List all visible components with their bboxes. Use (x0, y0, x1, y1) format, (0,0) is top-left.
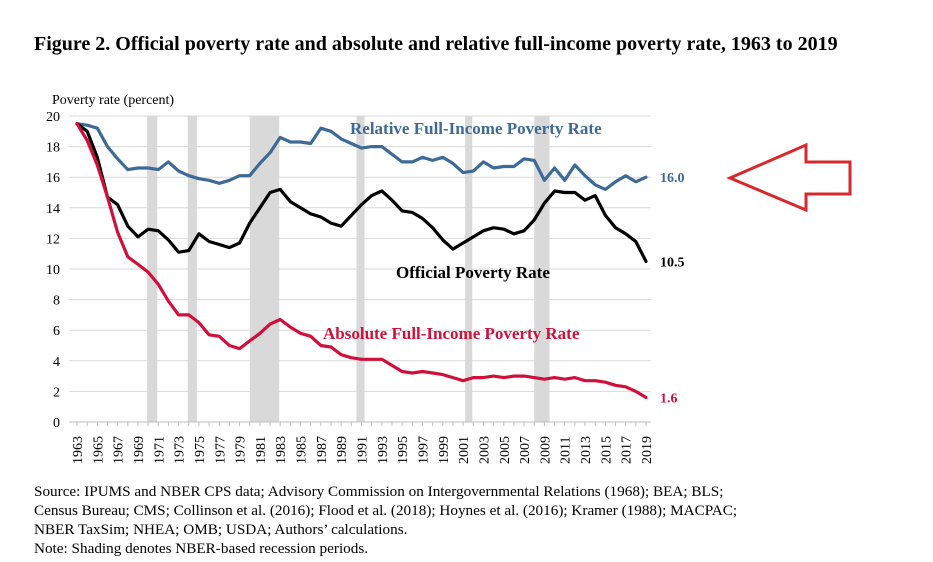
y-tick-label: 18 (46, 141, 60, 156)
x-tick-label: 1965 (91, 436, 106, 464)
note-line: Note: Shading denotes NBER-based recessi… (34, 540, 369, 557)
x-tick-label: 1979 (234, 436, 249, 464)
x-tick-label: 2001 (457, 436, 472, 464)
y-tick-label: 14 (46, 202, 60, 217)
x-tick-label: 1991 (356, 436, 371, 464)
poverty-rate-chart: 0 2 4 6 8 10 12 14 16 18 20 1963 1965 1967 1969 1971 197… (46, 93, 852, 464)
x-tick-label: 2019 (640, 436, 655, 464)
y-tick-label: 8 (53, 294, 60, 309)
series-name-label-official: Official Poverty Rate (396, 263, 550, 282)
red-arrow-annotation (726, 142, 852, 213)
x-tick-label: 1983 (274, 436, 289, 464)
series-line-relative (75, 122, 648, 191)
x-tick-label: 1995 (396, 436, 411, 464)
y-tick-label: 20 (46, 110, 60, 125)
source-note: Source: IPUMS and NBER CPS data; Advisor… (34, 482, 914, 558)
series-name-label-relative: Relative Full-Income Poverty Rate (350, 119, 602, 138)
axes: 0 2 4 6 8 10 12 14 16 18 20 1963 1965 1967 1969 1971 197… (46, 110, 655, 464)
y-tick-label: 4 (53, 355, 60, 370)
source-line: Census Bureau; CMS; Collinson et al. (20… (34, 502, 738, 519)
x-tick-label: 2005 (498, 436, 513, 464)
x-tick-label: 1989 (335, 436, 350, 464)
x-tick-label: 2015 (599, 436, 614, 464)
x-tick-label: 2017 (620, 436, 635, 464)
x-tick-label: 1977 (213, 436, 228, 464)
series-line-official (75, 122, 648, 263)
x-tick-label: 1973 (173, 436, 188, 464)
end-value-label-relative: 16.0 (660, 171, 685, 186)
x-tick-label: 1993 (376, 436, 391, 464)
x-tick-label: 1987 (315, 436, 330, 464)
figure-title: Figure 2. Official poverty rate and abso… (34, 33, 838, 55)
x-tick-label: 1963 (71, 436, 86, 464)
end-value-label-official: 10.5 (660, 255, 685, 270)
series-lines (75, 122, 648, 400)
y-tick-label: 2 (53, 385, 60, 400)
y-axis-label: Poverty rate (percent) (52, 93, 174, 108)
end-value-label-absolute: 1.6 (660, 392, 678, 407)
source-line: Source: IPUMS and NBER CPS data; Advisor… (34, 483, 724, 500)
x-tick-label: 1999 (437, 436, 452, 464)
x-tick-label: 1967 (112, 436, 127, 464)
y-tick-label: 6 (53, 324, 60, 339)
x-tick-label: 1997 (416, 436, 431, 464)
x-tick-label: 2003 (477, 436, 492, 464)
x-tick-label: 1975 (193, 436, 208, 464)
series-labels: 16.0 10.5 1.6 Relative Full-Income Poverty … (323, 119, 685, 407)
x-tick-label: 1971 (152, 436, 167, 464)
x-tick-label: 1985 (295, 436, 310, 464)
x-tick-label: 1981 (254, 436, 269, 464)
series-line-absolute (75, 122, 648, 400)
x-tick-label: 1969 (132, 436, 147, 464)
x-tick-label: 2007 (518, 436, 533, 464)
y-tick-label: 10 (46, 263, 60, 278)
y-tick-label: 16 (46, 171, 60, 186)
source-line: NBER TaxSim; NHEA; OMB; USDA; Authors’ c… (34, 521, 408, 538)
x-tick-label: 2013 (579, 436, 594, 464)
y-tick-label: 12 (46, 232, 60, 247)
x-tick-label: 2009 (538, 436, 553, 464)
y-tick-label: 0 (53, 416, 60, 431)
series-name-label-absolute: Absolute Full-Income Poverty Rate (323, 324, 580, 343)
x-tick-label: 2011 (559, 437, 574, 464)
